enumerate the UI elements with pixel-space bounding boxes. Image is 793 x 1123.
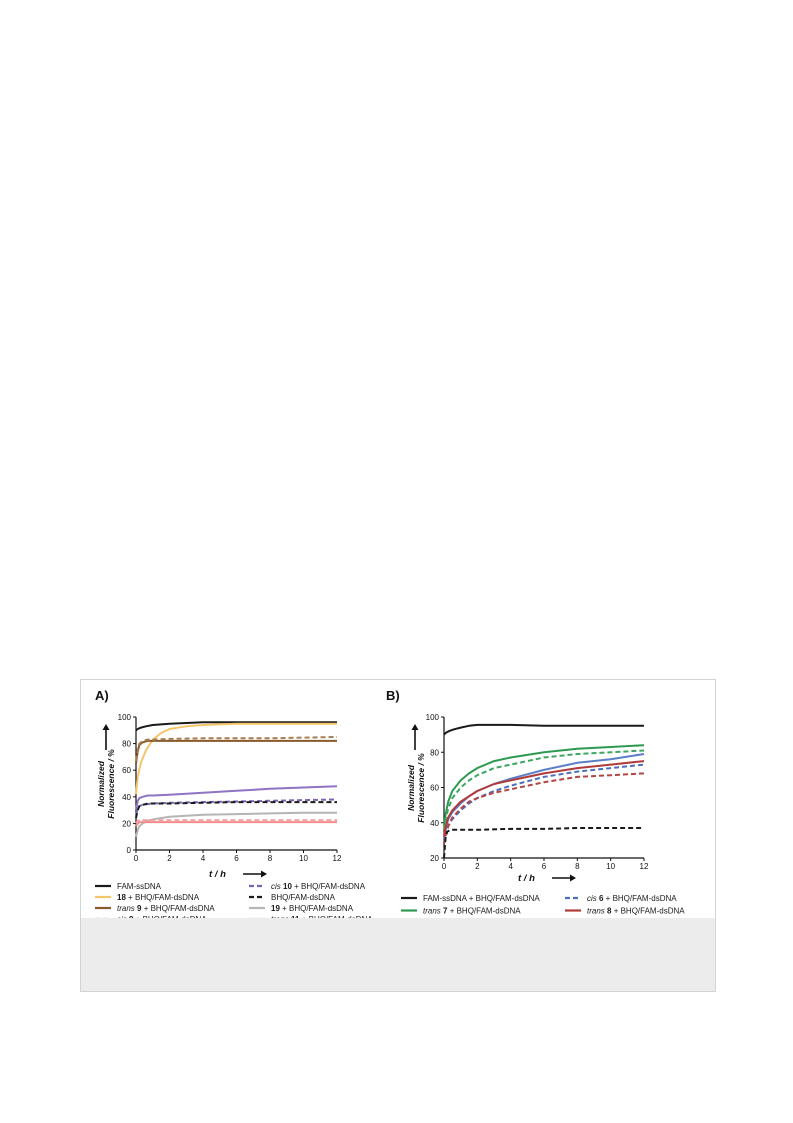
- x-axis-label: t / h: [518, 873, 535, 884]
- y-arrow-head: [102, 724, 110, 730]
- legend-label-6: BHQ/FAM-dsDNA: [271, 893, 336, 902]
- y-arrow-head: [411, 724, 419, 730]
- series-line-7: [443, 827, 644, 859]
- series-line-9: [135, 819, 337, 824]
- x-tick-label: 12: [640, 862, 649, 871]
- x-tick-label: 4: [508, 862, 513, 871]
- series-line-7: [135, 811, 337, 837]
- x-tick-label: 6: [234, 854, 239, 863]
- legend-label-1: 18 + BHQ/FAM-dsDNA: [117, 893, 200, 902]
- legend-label-4: cis 6 + BHQ/FAM-dsDNA: [587, 894, 677, 903]
- series-line-6: [135, 801, 337, 819]
- legend-label-7: 19 + BHQ/FAM-dsDNA: [271, 904, 354, 913]
- series-line-5: [443, 760, 645, 837]
- x-tick-label: 0: [442, 862, 447, 871]
- y-tick-label: 100: [118, 713, 132, 722]
- x-tick-label: 10: [606, 862, 615, 871]
- x-tick-label: 6: [542, 862, 547, 871]
- series-line-0: [443, 723, 644, 736]
- legend-label-1: trans 7 + BHQ/FAM-dsDNA: [423, 907, 521, 916]
- series-line-2: [443, 749, 645, 830]
- legend-label-5: trans 8 + BHQ/FAM-dsDNA: [587, 907, 685, 916]
- y-tick-label: 0: [127, 846, 132, 855]
- y-tick-label: 60: [122, 766, 131, 775]
- y-axis-label: NormalizedFluorescence / %: [96, 749, 116, 819]
- legend-label-0: FAM-ssDNA: [117, 882, 162, 891]
- y-tick-label: 40: [122, 793, 131, 802]
- x-tick-label: 12: [333, 854, 342, 863]
- series-line-1: [443, 744, 645, 827]
- x-tick-label: 8: [575, 862, 580, 871]
- x-tick-label: 8: [268, 854, 273, 863]
- x-tick-label: 2: [475, 862, 480, 871]
- panel-label: B): [386, 688, 400, 703]
- figure-box: A) 0 20 40 60 80 100 0 2 4 6 8 10 12 NormalizedFluores…: [80, 679, 716, 992]
- series-line-2: [135, 739, 337, 764]
- legend-label-2: trans 9 + BHQ/FAM-dsDNA: [117, 904, 215, 913]
- series-line-0: [135, 721, 337, 732]
- series-line-4: [443, 763, 645, 845]
- y-tick-label: 60: [430, 784, 439, 793]
- legend-label-5: cis 10 + BHQ/FAM-dsDNA: [271, 882, 366, 891]
- x-axis-label: t / h: [209, 869, 226, 880]
- y-tick-label: 80: [122, 740, 131, 749]
- x-tick-label: 4: [201, 854, 206, 863]
- y-tick-label: 80: [430, 748, 439, 757]
- series-line-4: [135, 785, 338, 811]
- x-tick-label: 10: [299, 854, 308, 863]
- y-tick-label: 20: [430, 854, 439, 863]
- y-axis-label: NormalizedFluorescence / %: [406, 753, 426, 823]
- x-tick-label: 0: [134, 854, 139, 863]
- series-line-3: [135, 736, 338, 762]
- y-tick-label: 40: [430, 819, 439, 828]
- y-tick-label: 100: [426, 713, 440, 722]
- x-arrow-head: [570, 874, 576, 882]
- caption-area: [81, 918, 715, 991]
- y-tick-label: 20: [122, 819, 131, 828]
- legend-label-0: FAM-ssDNA + BHQ/FAM-dsDNA: [423, 894, 540, 903]
- series-line-8: [135, 821, 337, 827]
- panel-label: A): [95, 688, 109, 703]
- series-line-1: [135, 722, 337, 795]
- x-arrow-head: [261, 870, 267, 878]
- series-line-6: [443, 772, 645, 845]
- x-tick-label: 2: [167, 854, 172, 863]
- panel-b: B) 20 40 60 80 100 0 2 4 6 8 10 12 NormalizedFluoresc…: [386, 688, 685, 941]
- panel-a: A) 0 20 40 60 80 100 0 2 4 6 8 10 12 NormalizedFluores…: [95, 688, 373, 935]
